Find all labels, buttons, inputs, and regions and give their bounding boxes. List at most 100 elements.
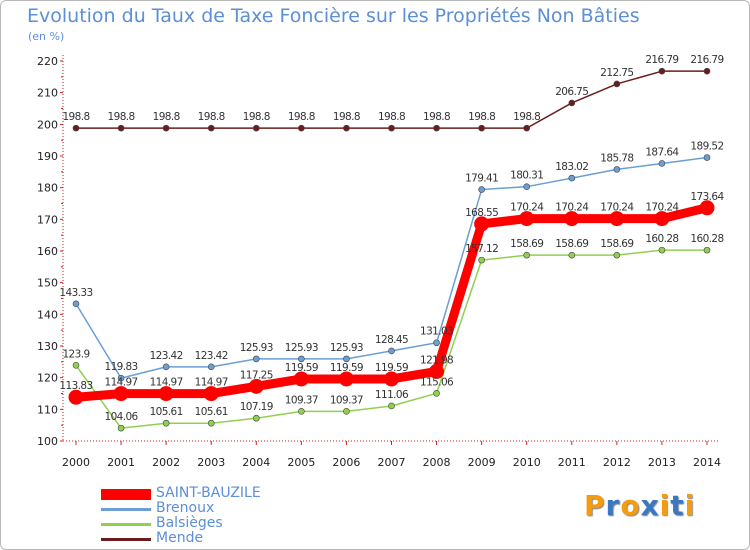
data-label-saint-bauzile: 170.24 xyxy=(600,202,634,214)
data-label-balsi-ges: 157.12 xyxy=(465,243,498,255)
logo-letter: x xyxy=(640,489,660,522)
x-tick-label: 2007 xyxy=(378,456,406,469)
legend-swatch-balsieges xyxy=(101,523,151,526)
logo-letter: P xyxy=(584,489,606,522)
point-balsi-ges xyxy=(117,424,125,432)
point-mende xyxy=(478,124,485,132)
logo-letter: t xyxy=(670,489,685,522)
data-label-balsi-ges: 158.69 xyxy=(555,238,588,250)
point-saint-bauzile xyxy=(519,211,535,227)
data-label-mende: 198.8 xyxy=(243,111,270,123)
point-saint-bauzile xyxy=(293,371,309,387)
data-label-balsi-ges: 160.28 xyxy=(690,233,723,245)
data-label-saint-bauzile: 114.97 xyxy=(150,377,183,389)
y-tick-label: 110 xyxy=(37,403,58,416)
y-tick-label: 120 xyxy=(37,372,58,385)
point-mende xyxy=(613,80,621,88)
point-mende xyxy=(72,124,80,132)
y-tick-label: 150 xyxy=(37,277,58,290)
logo-letter: i xyxy=(659,489,671,522)
point-balsi-ges xyxy=(162,419,170,427)
y-tick-label: 140 xyxy=(37,308,58,321)
point-brenoux xyxy=(703,154,711,161)
point-balsi-ges xyxy=(72,362,80,369)
point-saint-bauzile xyxy=(158,386,174,402)
point-brenoux xyxy=(343,355,350,363)
point-saint-bauzile xyxy=(338,371,354,387)
data-label-saint-bauzile: 119.59 xyxy=(330,362,363,374)
data-label-balsi-ges: 158.69 xyxy=(510,238,543,250)
point-saint-bauzile xyxy=(564,211,580,227)
point-mende xyxy=(388,124,395,132)
point-mende xyxy=(433,124,440,132)
x-tick-label: 2006 xyxy=(332,456,360,469)
y-tick-label: 210 xyxy=(37,87,58,100)
legend-item-mende: Mende xyxy=(101,530,361,547)
data-label-balsi-ges: 111.06 xyxy=(375,389,409,401)
point-balsi-ges xyxy=(343,408,350,415)
data-label-brenoux: 125.93 xyxy=(330,342,363,354)
point-saint-bauzile xyxy=(699,200,715,216)
point-mende xyxy=(568,99,576,107)
point-balsi-ges xyxy=(568,251,576,259)
data-label-brenoux: 143.33 xyxy=(59,287,92,299)
logo-letter: i xyxy=(684,489,696,522)
logo-letter: o xyxy=(620,489,641,522)
y-tick-label: 170 xyxy=(37,213,58,226)
point-balsi-ges xyxy=(207,419,215,427)
point-brenoux xyxy=(613,166,621,173)
data-label-balsi-ges: 115.06 xyxy=(420,376,454,388)
data-label-saint-bauzile: 117.25 xyxy=(240,369,273,381)
data-label-saint-bauzile: 119.59 xyxy=(285,362,318,374)
data-label-brenoux: 180.31 xyxy=(510,170,543,182)
data-label-saint-bauzile: 113.83 xyxy=(59,380,92,392)
point-balsi-ges xyxy=(388,402,395,410)
data-labels: 198.8 198.8 198.8 198.8 198.8 198.8 198.8 198.8… xyxy=(59,54,725,423)
data-label-mende: 198.8 xyxy=(468,111,495,123)
data-label-brenoux: 125.93 xyxy=(285,342,318,354)
point-mende xyxy=(703,67,711,75)
legend-label-balsieges: Balsièges xyxy=(156,515,223,531)
data-label-brenoux: 119.83 xyxy=(105,361,138,373)
data-label-brenoux: 123.42 xyxy=(195,350,228,362)
point-mende xyxy=(343,124,350,132)
point-brenoux xyxy=(207,363,215,371)
point-brenoux xyxy=(162,363,170,371)
data-label-balsi-ges: 107.19 xyxy=(240,401,273,413)
y-tick-label: 220 xyxy=(37,55,58,68)
data-label-balsi-ges: 104.06 xyxy=(105,411,139,423)
point-balsi-ges xyxy=(252,414,260,422)
data-label-saint-bauzile: 170.24 xyxy=(555,202,589,214)
x-tick-label: 2012 xyxy=(603,456,631,469)
legend-item-saint-bauzile: SAINT-BAUZILE xyxy=(101,485,361,502)
x-tick-label: 2000 xyxy=(62,456,90,469)
data-label-balsi-ges: 123.9 xyxy=(62,348,89,360)
point-saint-bauzile xyxy=(474,216,490,232)
data-label-balsi-ges: 105.61 xyxy=(150,406,183,418)
point-brenoux xyxy=(523,183,531,190)
point-mende xyxy=(523,124,531,132)
y-tick-label: 180 xyxy=(37,182,58,195)
point-balsi-ges xyxy=(433,390,440,397)
data-label-saint-bauzile: 121.98 xyxy=(420,354,453,366)
data-label-mende: 198.8 xyxy=(198,111,225,123)
point-balsi-ges xyxy=(703,246,711,254)
data-label-saint-bauzile: 170.24 xyxy=(645,202,679,214)
series-points xyxy=(68,67,715,432)
x-tick-label: 2010 xyxy=(513,456,541,469)
point-mende xyxy=(658,67,666,75)
point-brenoux xyxy=(568,174,576,182)
legend-swatch-mende xyxy=(101,538,151,541)
point-mende xyxy=(162,124,170,132)
data-label-mende: 198.8 xyxy=(108,111,135,123)
data-label-brenoux: 185.78 xyxy=(600,152,633,164)
data-label-mende: 198.8 xyxy=(513,111,540,123)
data-label-balsi-ges: 160.28 xyxy=(645,233,678,245)
data-label-saint-bauzile: 173.64 xyxy=(690,191,724,203)
point-balsi-ges xyxy=(523,251,531,259)
legend-item-balsieges: Balsièges xyxy=(101,515,361,532)
point-brenoux xyxy=(658,160,666,167)
data-label-mende: 198.8 xyxy=(333,111,360,123)
